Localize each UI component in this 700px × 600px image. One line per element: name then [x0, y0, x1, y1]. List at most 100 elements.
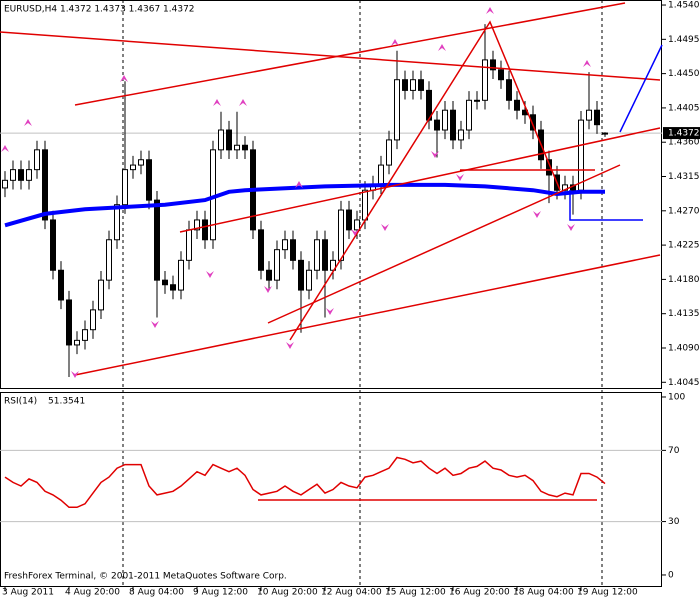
candle-body — [362, 189, 368, 221]
candle — [202, 210, 208, 249]
candle — [66, 290, 72, 377]
blue-line — [569, 190, 643, 221]
y-tick-label: 1.4450 — [668, 69, 700, 79]
candle-body — [138, 159, 144, 166]
candle-body — [346, 209, 352, 231]
candle — [282, 230, 288, 259]
candle-body — [450, 109, 456, 141]
x-tick-label: 3 Aug 2011 — [2, 588, 54, 598]
candle-body — [274, 249, 280, 281]
candle-body — [218, 129, 224, 151]
candle — [418, 70, 424, 100]
footer: FreshForex Terminal, © 2001-2011 MetaQuo… — [4, 572, 287, 582]
fractal-down — [151, 321, 159, 328]
candle — [402, 70, 408, 100]
candle-body — [482, 59, 488, 101]
moving-average — [4, 182, 605, 228]
candle-body — [394, 79, 400, 141]
y-tick-label: 1.4045 — [668, 378, 700, 388]
fractal-up — [1, 145, 9, 152]
candle-body — [234, 144, 240, 151]
x-tick-label: 18 Aug 04:00 — [513, 588, 574, 598]
candle-body — [546, 159, 552, 176]
candle-body — [386, 139, 392, 166]
separators — [122, 0, 603, 587]
candle-body — [434, 119, 440, 131]
candle-body — [282, 239, 288, 251]
price-label: 1.4372 — [668, 129, 700, 139]
candle — [322, 230, 328, 318]
y-tick-label: 1.4225 — [668, 241, 700, 251]
candle — [298, 251, 304, 333]
fractal-up — [391, 39, 399, 46]
candle-body — [130, 164, 136, 171]
x-tick-label: 15 Aug 12:00 — [385, 588, 446, 598]
candle — [130, 155, 136, 179]
y-tick-label: 1.4495 — [668, 35, 700, 45]
trend-line — [267, 164, 621, 324]
fractal-down — [381, 224, 389, 231]
candle — [506, 70, 512, 110]
candle-body — [42, 149, 48, 221]
fractal-down — [71, 371, 79, 378]
x-tick-label: 9 Aug 12:00 — [193, 588, 248, 598]
x-tick-label: 10 Aug 20:00 — [257, 588, 318, 598]
y-tick-label: 1.4270 — [668, 206, 700, 216]
candle — [154, 190, 160, 318]
y-tick-label: 1.4315 — [668, 172, 700, 182]
candle — [394, 50, 400, 150]
candle — [18, 160, 24, 190]
fractal-up — [486, 7, 494, 14]
candle-body — [322, 239, 328, 271]
candle-body — [186, 229, 192, 261]
trend-line — [179, 127, 661, 233]
candle-body — [82, 329, 88, 341]
candle — [410, 70, 416, 100]
trend-line — [0, 31, 661, 81]
candle-body — [194, 219, 200, 231]
candle — [306, 261, 312, 300]
candle-body — [98, 279, 104, 311]
candle-body — [290, 239, 296, 261]
candle-body — [106, 239, 112, 281]
candle — [274, 240, 280, 290]
x-tick-label: 19 Aug 12:00 — [577, 588, 638, 598]
candle-body — [26, 169, 32, 181]
candle — [514, 91, 520, 120]
candle — [122, 81, 128, 214]
zigzag — [289, 20, 561, 341]
candle-body — [154, 199, 160, 281]
candle-body — [258, 229, 264, 271]
candle — [58, 261, 64, 310]
rsi-tick-label: 0 — [668, 570, 674, 580]
x-tick-label: 8 Aug 04:00 — [129, 588, 184, 598]
candle-body — [114, 204, 120, 241]
candle — [226, 120, 232, 159]
fractals — [1, 7, 591, 378]
fractal-down — [351, 229, 359, 236]
x-tick-label: 16 Aug 20:00 — [449, 588, 510, 598]
candle — [442, 101, 448, 140]
candle — [50, 210, 56, 280]
candle — [450, 101, 456, 150]
x-tick-label: 4 Aug 20:00 — [65, 588, 120, 598]
trend-line — [74, 254, 661, 376]
candle-body — [34, 149, 40, 171]
candle-body — [498, 69, 504, 81]
candle-body — [10, 169, 16, 181]
fractal-up — [438, 44, 446, 51]
fractal-down — [456, 174, 464, 181]
price-label-box — [663, 127, 700, 140]
fractal-up — [583, 60, 591, 67]
fractal-down — [326, 308, 334, 315]
candle-body — [58, 269, 64, 301]
candle-body — [402, 79, 408, 91]
fractal-down — [533, 211, 541, 218]
fractal-up — [213, 99, 221, 106]
candle — [466, 91, 472, 140]
rsi-tick-label: 30 — [668, 517, 680, 527]
candle-body — [466, 99, 472, 131]
candle-body — [170, 284, 176, 291]
candle — [26, 160, 32, 190]
